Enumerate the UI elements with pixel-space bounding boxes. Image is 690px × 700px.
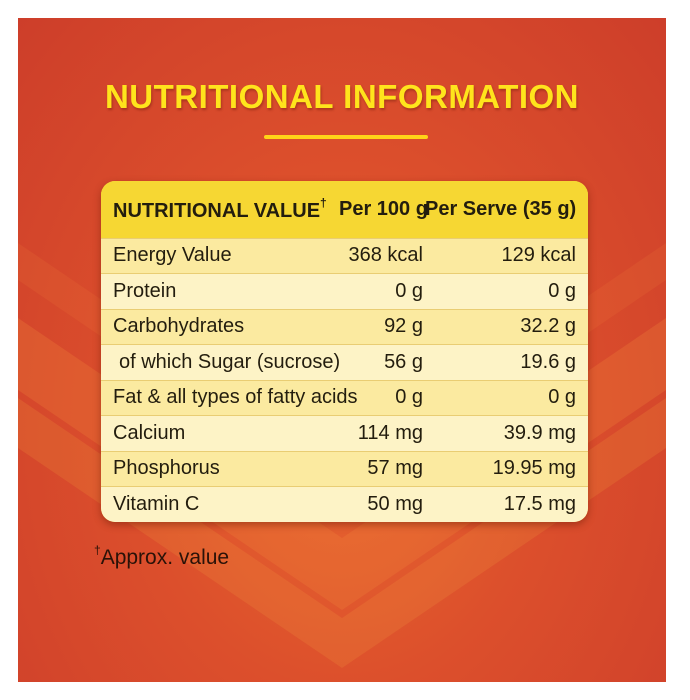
row-per-100g: 0 g [395, 279, 423, 302]
row-per-serve: 19.6 g [520, 350, 576, 373]
table-row: Energy Value 368 kcal 129 kcal [101, 238, 588, 274]
table-row: Carbohydrates 92 g 32.2 g [101, 309, 588, 345]
row-nutrient-name: Energy Value [113, 244, 232, 267]
table-row: Vitamin C 50 mg 17.5 mg [101, 486, 588, 522]
title-underline [264, 135, 428, 139]
row-nutrient-name: Protein [113, 279, 177, 302]
row-per-100g: 0 g [395, 386, 423, 409]
header-per-serve: Per Serve (35 g) [425, 197, 577, 220]
row-per-serve: 0 g [548, 279, 576, 302]
header-nutritional-value-label: NUTRITIONAL VALUE [113, 199, 321, 222]
table-header-row: NUTRITIONAL VALUE† Per 100 g Per Serve (… [101, 181, 588, 238]
row-per-serve: 17.5 mg [503, 493, 576, 515]
footnote-text: Approx. value [100, 546, 230, 569]
footnote: †Approx. value [94, 543, 229, 570]
row-nutrient-name: Phosphorus [113, 457, 220, 480]
table-row: Phosphorus 57 mg 19.95 mg [101, 451, 588, 487]
row-per-serve: 19.95 mg [492, 457, 576, 480]
row-nutrient-name: Vitamin C [113, 493, 200, 515]
row-per-serve: 0 g [548, 386, 576, 409]
nutrition-panel: NUTRITIONAL INFORMATION NUTRITIONAL VALU… [18, 18, 666, 682]
row-nutrient-name: Carbohydrates [113, 315, 245, 338]
table-row: Protein 0 g 0 g [101, 273, 588, 309]
row-per-100g: 50 mg [367, 493, 423, 515]
nutrition-table-card: NUTRITIONAL VALUE† Per 100 g Per Serve (… [101, 181, 588, 522]
row-per-100g: 114 mg [357, 421, 423, 444]
header-per-100g: Per 100 g [339, 197, 428, 220]
nutrition-table: NUTRITIONAL VALUE† Per 100 g Per Serve (… [101, 181, 588, 522]
page-title: NUTRITIONAL INFORMATION [104, 78, 580, 115]
table-row: Calcium 114 mg 39.9 mg [101, 415, 588, 451]
row-per-100g: 56 g [384, 350, 423, 373]
dagger-mark: † [320, 195, 327, 210]
footnote-dagger-mark: † [94, 543, 101, 557]
row-per-serve: 129 kcal [501, 244, 577, 267]
row-per-serve: 39.9 mg [503, 421, 576, 444]
row-per-100g: 57 mg [367, 457, 423, 480]
header-nutritional-value: NUTRITIONAL VALUE† [101, 181, 339, 238]
row-nutrient-name: Fat & all types of fatty acids [113, 386, 358, 409]
row-per-100g: 368 kcal [348, 244, 424, 267]
row-nutrient-name: of which Sugar (sucrose) [119, 350, 341, 373]
row-per-100g: 92 g [384, 315, 423, 338]
row-per-serve: 32.2 g [520, 315, 576, 338]
row-nutrient-name: Calcium [113, 421, 186, 444]
table-row: Fat & all types of fatty acids 0 g 0 g [101, 380, 588, 416]
table-row: of which Sugar (sucrose) 56 g 19.6 g [101, 344, 588, 380]
